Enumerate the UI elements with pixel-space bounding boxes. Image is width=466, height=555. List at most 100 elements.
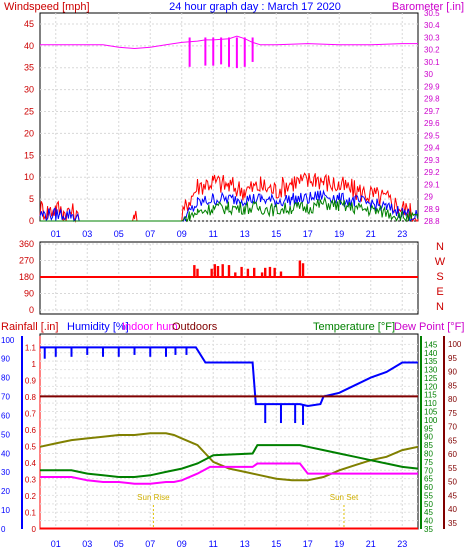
rainfall-tick: 0.8 xyxy=(25,393,37,402)
temperature-tick: 145 xyxy=(424,340,438,349)
series-line xyxy=(39,432,419,482)
sun-annotations: Sun Rise Sun Set xyxy=(137,493,359,529)
hour-tick: 01 xyxy=(51,229,61,239)
humidity-tick: 30 xyxy=(1,468,10,477)
hour-tick: 07 xyxy=(145,539,155,549)
series-line xyxy=(40,195,419,223)
barometer-tick: 29 xyxy=(424,193,433,202)
direction-bar xyxy=(260,272,264,277)
hour-tick: 23 xyxy=(397,539,407,549)
compass-label: N xyxy=(436,241,444,253)
temperature-tick: 50 xyxy=(424,500,433,509)
compass-label: W xyxy=(435,256,446,268)
hour-tick: 09 xyxy=(177,229,187,239)
temperature-tick: 130 xyxy=(424,366,438,375)
hour-tick: 17 xyxy=(303,229,313,239)
rainfall-axis-label: Rainfall [.in] xyxy=(1,321,58,333)
temperature-tick: 75 xyxy=(424,458,433,467)
direction-tick-labels: 360 270 180 90 0 xyxy=(19,239,34,315)
dewpoint-tick: 35 xyxy=(448,519,457,528)
direction-bar xyxy=(246,268,250,277)
barometer-tick: 30.5 xyxy=(424,9,440,18)
temperature-tick: 100 xyxy=(424,416,438,425)
temperature-tick: 85 xyxy=(424,441,433,450)
sun-annotation: Sun Set xyxy=(330,493,359,502)
windspeed-tick: 0 xyxy=(29,216,34,226)
direction-bar xyxy=(193,265,196,277)
hour-tick: 11 xyxy=(209,539,218,549)
humidity-temperature-panel: Rainfall [.in] Humidity [%] Indoor hum O… xyxy=(1,321,464,549)
rainfall-tick: 0.1 xyxy=(25,509,37,518)
rainfall-tick: 1 xyxy=(32,360,37,369)
barometer-tick: 29.2 xyxy=(424,168,440,177)
dewpoint-tick: 70 xyxy=(448,423,457,432)
direction-bar xyxy=(210,268,213,277)
hour-tick: 01 xyxy=(51,539,61,549)
direction-bar xyxy=(216,266,220,277)
direction-bar xyxy=(196,268,199,277)
hour-tick: 21 xyxy=(366,229,376,239)
compass-label: E xyxy=(436,286,443,298)
temperature-tick: 105 xyxy=(424,408,438,417)
direction-tick: 0 xyxy=(29,305,34,315)
dewpoint-tick: 85 xyxy=(448,381,457,390)
temperature-tick: 60 xyxy=(424,483,433,492)
hour-tick: 07 xyxy=(145,229,155,239)
temperature-tick-labels: 01 03 05 07 09 11 13 15 17 19 21 230102030405060708… xyxy=(1,336,462,549)
hour-tick: 17 xyxy=(303,539,313,549)
barometer-tick: 29.5 xyxy=(424,131,440,140)
barometer-tick: 29.8 xyxy=(424,95,440,104)
humidity-tick: 90 xyxy=(1,355,10,364)
temperature-axis-label: Temperature [°F] xyxy=(313,321,395,333)
direction-bar xyxy=(273,267,276,277)
rainfall-tick: 0.9 xyxy=(25,377,37,386)
barometer-tick: 29.3 xyxy=(424,156,440,165)
hour-tick: 15 xyxy=(271,539,281,549)
barometer-tick: 30.1 xyxy=(424,58,440,67)
temperature-tick: 45 xyxy=(424,508,433,517)
direction-tick: 90 xyxy=(24,289,34,299)
humidity-tick: 0 xyxy=(1,525,6,534)
direction-bar xyxy=(253,267,256,277)
hour-tick: 13 xyxy=(240,229,250,239)
humidity-tick: 10 xyxy=(1,506,10,515)
hour-tick: 23 xyxy=(397,229,407,239)
hour-tick: 13 xyxy=(240,539,250,549)
series-line xyxy=(40,444,419,478)
temperature-tick: 70 xyxy=(424,466,433,475)
humidity-tick: 20 xyxy=(1,487,10,496)
direction-series xyxy=(40,260,418,278)
humidity-tick: 100 xyxy=(1,336,15,345)
dewpoint-tick: 75 xyxy=(448,409,457,418)
rainfall-tick: 0 xyxy=(32,525,37,534)
rainfall-tick: 0.6 xyxy=(25,426,37,435)
rainfall-tick: 0.2 xyxy=(25,492,37,501)
hour-tick-labels: 01 03 05 07 09 11 13 15 17 19 21 23 xyxy=(51,229,408,239)
direction-bar xyxy=(264,267,267,277)
temperature-tick: 110 xyxy=(424,399,437,408)
barometer-tick: 29.4 xyxy=(424,144,440,153)
direction-tick: 270 xyxy=(19,256,34,266)
hour-tick: 15 xyxy=(271,229,281,239)
sun-annotation: Sun Rise xyxy=(137,493,170,502)
windspeed-tick: 40 xyxy=(24,41,34,51)
barometer-tick: 28.8 xyxy=(424,217,440,226)
windspeed-axis-label: Windspeed [mph] xyxy=(4,1,90,13)
windspeed-tick-labels: 0 5 10 15 20 25 30 35 40 45 xyxy=(24,19,34,226)
hour-tick: 09 xyxy=(177,539,187,549)
direction-bar xyxy=(213,264,217,277)
humidity-tick: 80 xyxy=(1,374,10,383)
barometer-tick: 29.7 xyxy=(424,107,440,116)
dewpoint-axis-label: Dew Point [°F] xyxy=(394,321,464,333)
barometer-axis-label: Barometer [.in] xyxy=(392,1,464,13)
dewpoint-tick: 50 xyxy=(448,478,457,487)
hour-tick: 05 xyxy=(114,229,124,239)
barometer-tick-labels: 28.8 28.9 29 29.1 29.2 29.3 29.4 29.5 29.6 29.7 29… xyxy=(424,9,440,226)
outdoors-label: Outdoors xyxy=(172,321,218,333)
barometer-tick: 30 xyxy=(424,70,433,79)
wind-barometer-panel: 24 hour graph day : March 17 2020 Windsp… xyxy=(4,1,464,239)
temperature-gridlines xyxy=(40,336,418,530)
direction-bar xyxy=(298,260,302,277)
temperature-tick: 65 xyxy=(424,475,433,484)
